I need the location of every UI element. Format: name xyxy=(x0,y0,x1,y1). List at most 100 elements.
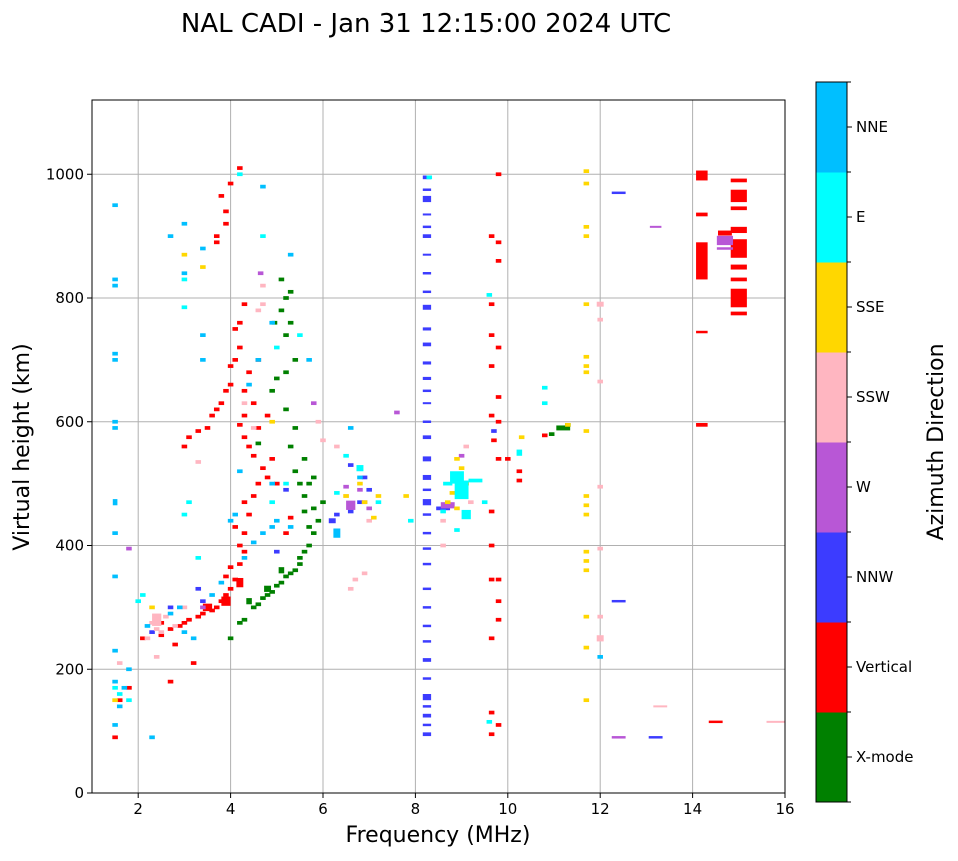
data-point xyxy=(274,549,280,554)
data-point xyxy=(454,506,460,511)
data-point xyxy=(548,432,555,436)
data-point xyxy=(347,509,354,514)
y-tick-label: 1000 xyxy=(46,165,84,183)
colorbar-segment xyxy=(816,172,847,263)
data-point xyxy=(223,593,229,597)
data-point xyxy=(237,166,243,170)
data-point xyxy=(112,698,118,703)
x-tick-label: 6 xyxy=(318,800,328,818)
data-point xyxy=(227,382,234,387)
data-point xyxy=(283,296,289,300)
data-point xyxy=(241,617,248,622)
data-point xyxy=(495,577,502,582)
data-point xyxy=(287,444,294,449)
data-point xyxy=(218,194,225,198)
data-point xyxy=(611,191,626,195)
data-point xyxy=(333,528,341,538)
data-point xyxy=(468,478,483,483)
data-point xyxy=(361,571,368,576)
data-point xyxy=(596,301,604,307)
data-point xyxy=(112,723,118,727)
data-point xyxy=(343,484,349,489)
data-point xyxy=(116,698,123,703)
data-point xyxy=(278,308,285,313)
data-point xyxy=(444,500,451,505)
data-point xyxy=(486,293,493,297)
data-point xyxy=(112,419,118,424)
data-point xyxy=(255,308,262,313)
data-point xyxy=(306,358,312,362)
colorbar-tick-label: SSE xyxy=(856,298,885,316)
data-point xyxy=(260,234,266,238)
colorbar-segment xyxy=(816,532,847,623)
colorbar-tick-label: NNW xyxy=(856,568,893,586)
data-point xyxy=(583,224,590,229)
data-point xyxy=(583,370,590,375)
data-point xyxy=(264,593,271,597)
data-point xyxy=(158,630,165,634)
data-point xyxy=(597,614,603,619)
data-point xyxy=(730,178,747,183)
data-point xyxy=(112,203,118,208)
data-point xyxy=(495,617,502,622)
data-point xyxy=(488,732,495,737)
data-point xyxy=(126,667,132,672)
data-point xyxy=(422,705,432,708)
data-point xyxy=(516,449,523,456)
data-point xyxy=(422,694,432,701)
data-point xyxy=(696,422,708,427)
data-point xyxy=(297,481,303,486)
data-point xyxy=(264,413,271,418)
data-point xyxy=(505,457,511,461)
data-point xyxy=(250,426,257,430)
data-point xyxy=(181,221,188,226)
data-point xyxy=(237,345,243,350)
data-point xyxy=(241,401,248,406)
data-point xyxy=(516,478,523,483)
data-point xyxy=(461,509,471,520)
data-point xyxy=(696,330,708,334)
data-point xyxy=(278,580,285,585)
data-point xyxy=(195,586,202,591)
data-point xyxy=(112,426,118,430)
data-point xyxy=(223,209,229,214)
data-point xyxy=(356,465,364,472)
data-point xyxy=(597,484,603,489)
data-point xyxy=(422,389,432,393)
data-point xyxy=(583,494,590,498)
data-point xyxy=(306,525,312,529)
data-point xyxy=(352,577,359,582)
data-point xyxy=(495,395,502,399)
data-point xyxy=(269,388,275,393)
data-point xyxy=(583,698,590,703)
data-point xyxy=(246,444,252,449)
data-point xyxy=(126,685,132,690)
data-point xyxy=(246,512,252,517)
data-point xyxy=(716,247,734,250)
data-point xyxy=(297,556,303,560)
colorbar-tick-label: SSW xyxy=(856,388,890,406)
data-point xyxy=(320,500,326,505)
data-point xyxy=(541,385,548,390)
colorbar-tick-label: NNE xyxy=(856,118,888,136)
colorbar-segment xyxy=(816,82,847,173)
data-point xyxy=(269,500,275,505)
data-point xyxy=(718,230,732,236)
data-point xyxy=(140,593,146,597)
data-point xyxy=(583,512,590,517)
data-point xyxy=(241,500,248,505)
data-point xyxy=(422,547,432,550)
data-point xyxy=(310,475,317,480)
data-point xyxy=(181,444,188,449)
chart-title: NAL CADI - Jan 31 12:15:00 2024 UTC xyxy=(181,9,671,39)
data-point xyxy=(347,463,354,467)
colorbar-segment xyxy=(816,712,847,803)
data-point xyxy=(223,574,229,579)
data-point xyxy=(730,226,747,234)
data-point xyxy=(458,453,465,458)
data-point xyxy=(583,503,590,508)
data-point xyxy=(696,212,708,217)
data-point xyxy=(334,512,340,517)
data-point xyxy=(241,388,248,393)
data-point xyxy=(186,500,192,505)
